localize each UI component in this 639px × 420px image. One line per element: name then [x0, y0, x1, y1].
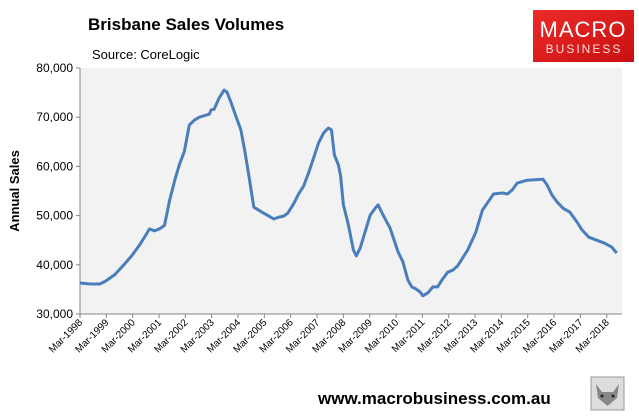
chart-source: Source: CoreLogic — [92, 47, 200, 62]
y-tick-label: 70,000 — [36, 110, 73, 124]
series-line-brisbane-sales — [79, 88, 618, 298]
y-tick-label: 40,000 — [36, 258, 73, 272]
y-axis-label: Annual Sales — [7, 150, 22, 232]
y-tick-label: 60,000 — [36, 159, 73, 173]
logo-text-macro: MACRO — [540, 17, 627, 42]
plot-area — [80, 68, 622, 314]
logo-text-business: BUSINESS — [546, 42, 623, 56]
y-tick-label: 30,000 — [36, 307, 73, 321]
wolf-logo-icon — [590, 376, 625, 411]
y-tick-label: 50,000 — [36, 209, 73, 223]
y-tick-label: 80,000 — [36, 61, 73, 75]
macrobusiness-logo: MACRO BUSINESS — [533, 10, 634, 62]
footer-url[interactable]: www.macrobusiness.com.au — [317, 389, 551, 408]
chart-title: Brisbane Sales Volumes — [88, 15, 284, 34]
